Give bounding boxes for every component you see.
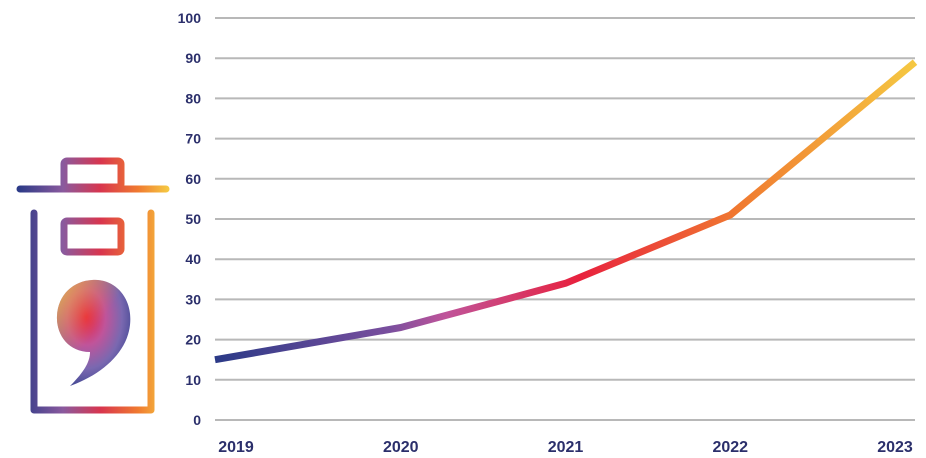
y-tick-label: 20 [185,332,201,348]
x-tick-label: 2020 [383,439,419,456]
y-tick-label: 90 [185,50,201,66]
x-tick-label: 2021 [548,439,584,456]
y-tick-label: 0 [193,412,201,428]
y-axis: 0 10 20 30 40 50 60 70 80 90 100 [178,10,202,428]
x-tick-label: 2023 [877,439,913,456]
y-tick-label: 30 [185,291,201,307]
y-tick-label: 60 [185,171,201,187]
x-tick-label: 2022 [712,439,748,456]
y-tick-label: 100 [178,10,202,26]
x-tick-label: 2019 [218,439,254,456]
trash-bin-with-comma-icon [16,157,170,414]
y-tick-label: 50 [185,211,201,227]
y-tick-label: 80 [185,90,201,106]
y-tick-label: 70 [185,131,201,147]
grid-lines [215,17,915,421]
series-line [214,59,918,364]
y-tick-label: 40 [185,251,201,267]
y-tick-label: 10 [185,372,201,388]
series-layer [214,59,918,364]
x-axis: 2019 2020 2021 2022 2023 [218,439,913,456]
